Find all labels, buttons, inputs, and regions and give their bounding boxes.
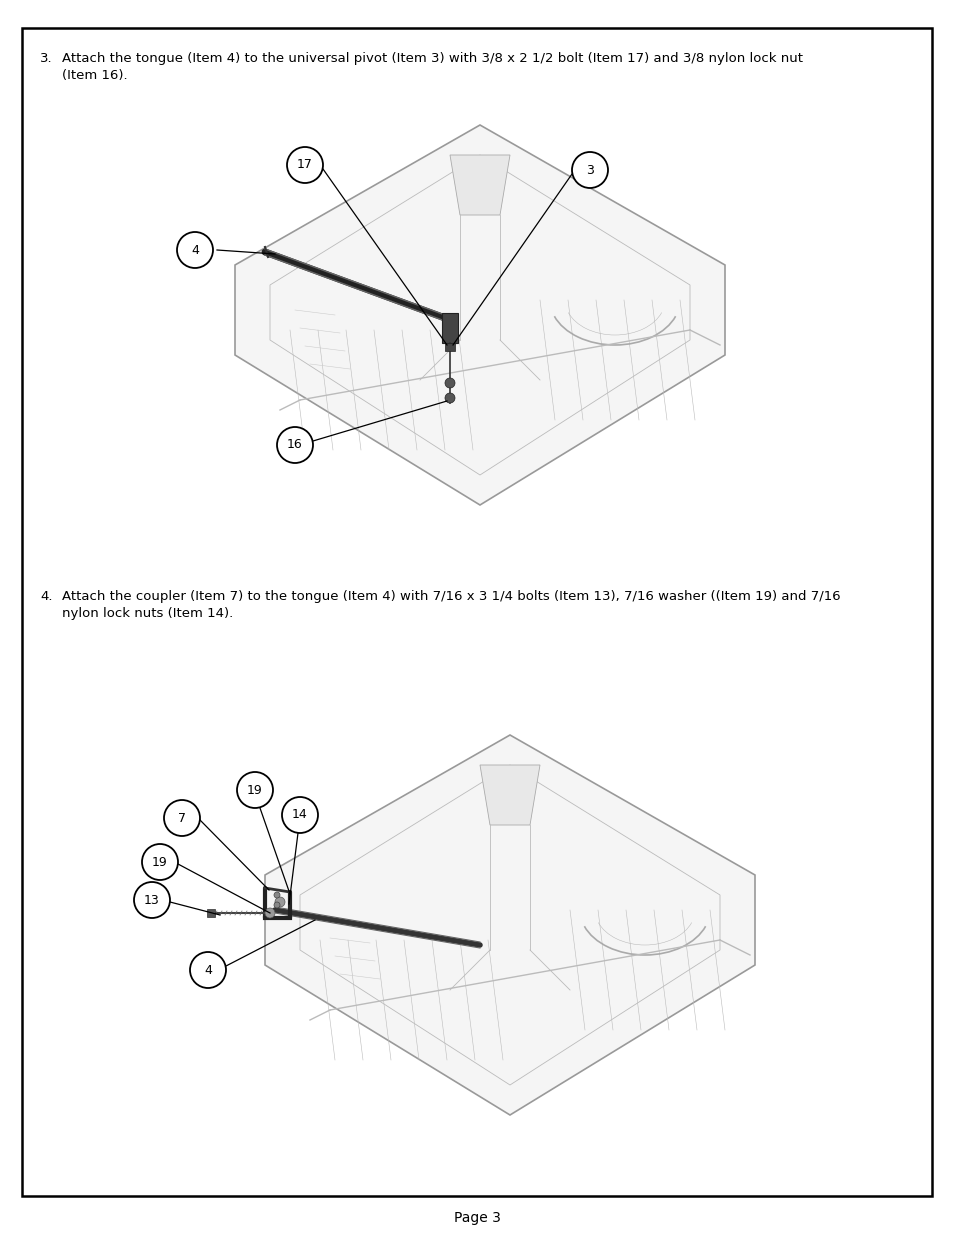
Text: (Item 16).: (Item 16). bbox=[62, 69, 128, 82]
Polygon shape bbox=[479, 764, 539, 825]
Text: 4.: 4. bbox=[40, 590, 52, 603]
Circle shape bbox=[274, 897, 285, 906]
Text: 7: 7 bbox=[178, 811, 186, 825]
Text: 19: 19 bbox=[152, 856, 168, 868]
Bar bbox=[444, 343, 455, 351]
Text: 3.: 3. bbox=[40, 52, 52, 65]
Text: 3: 3 bbox=[585, 163, 594, 177]
Text: nylon lock nuts (Item 14).: nylon lock nuts (Item 14). bbox=[62, 606, 233, 620]
Polygon shape bbox=[234, 125, 724, 505]
Circle shape bbox=[276, 427, 313, 463]
Text: 17: 17 bbox=[296, 158, 313, 172]
Polygon shape bbox=[450, 156, 510, 215]
Text: Page 3: Page 3 bbox=[453, 1212, 500, 1225]
Circle shape bbox=[265, 908, 274, 918]
Text: 4: 4 bbox=[191, 243, 199, 257]
Circle shape bbox=[274, 902, 280, 908]
Text: 19: 19 bbox=[247, 783, 263, 797]
Circle shape bbox=[133, 882, 170, 918]
Circle shape bbox=[572, 152, 607, 188]
Text: 4: 4 bbox=[204, 963, 212, 977]
Circle shape bbox=[177, 232, 213, 268]
Circle shape bbox=[282, 797, 317, 832]
Circle shape bbox=[236, 772, 273, 808]
Text: 13: 13 bbox=[144, 893, 160, 906]
Circle shape bbox=[164, 800, 200, 836]
Circle shape bbox=[274, 892, 280, 898]
Text: Attach the tongue (Item 4) to the universal pivot (Item 3) with 3/8 x 2 1/2 bolt: Attach the tongue (Item 4) to the univer… bbox=[62, 52, 802, 65]
Polygon shape bbox=[441, 312, 457, 343]
Circle shape bbox=[444, 378, 455, 388]
Circle shape bbox=[287, 147, 323, 183]
Circle shape bbox=[142, 844, 178, 881]
Text: Attach the coupler (Item 7) to the tongue (Item 4) with 7/16 x 3 1/4 bolts (Item: Attach the coupler (Item 7) to the tongu… bbox=[62, 590, 840, 603]
Bar bbox=[207, 909, 214, 918]
Text: 16: 16 bbox=[287, 438, 302, 452]
Circle shape bbox=[444, 393, 455, 403]
Text: 14: 14 bbox=[292, 809, 308, 821]
Polygon shape bbox=[265, 735, 754, 1115]
Circle shape bbox=[190, 952, 226, 988]
